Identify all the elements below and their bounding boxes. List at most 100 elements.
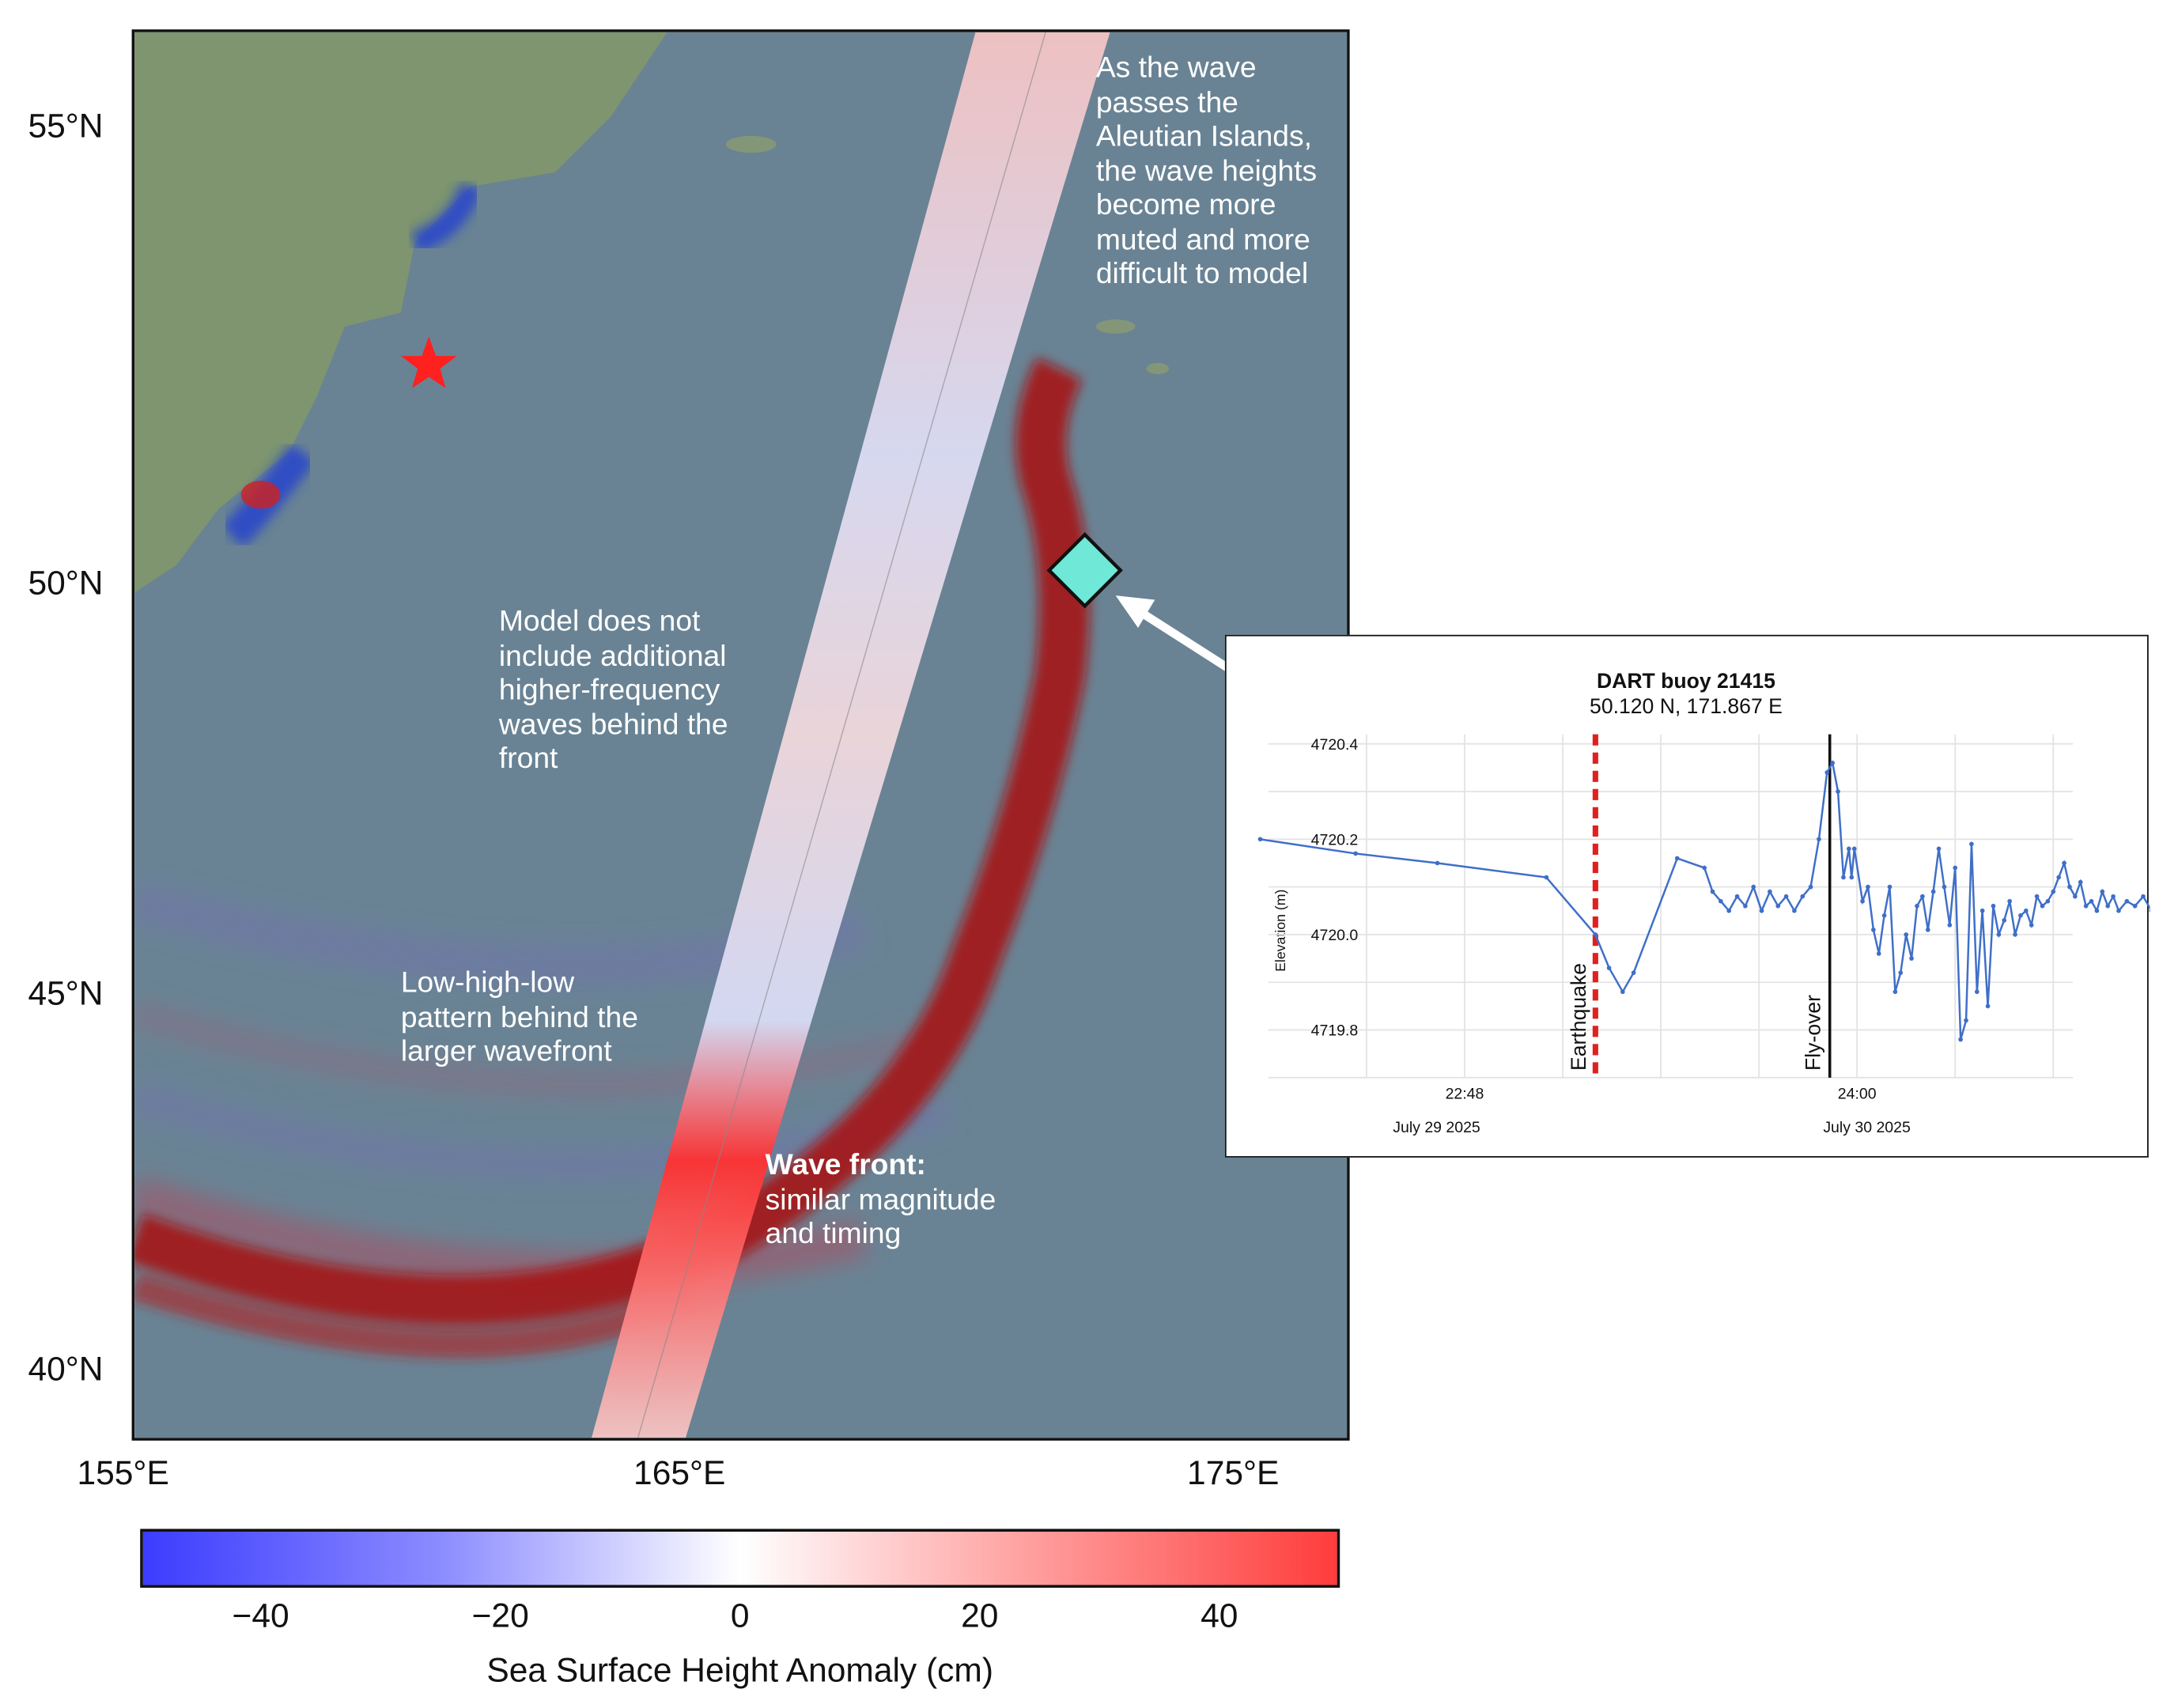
y-tick-label: 4720.0 <box>1311 927 1359 944</box>
colorbar-tick: 0 <box>730 1597 750 1636</box>
elevation-point <box>1851 846 1857 852</box>
elevation-point <box>2045 898 2051 904</box>
elevation-point <box>1953 865 1958 871</box>
elevation-point <box>2002 917 2007 923</box>
elevation-point <box>1942 884 1947 890</box>
elevation-point <box>1936 846 1942 852</box>
elevation-point <box>1817 837 1821 842</box>
elevation-point <box>1824 770 1830 775</box>
elevation-point <box>1353 851 1358 856</box>
epicenter-star <box>400 336 457 388</box>
elevation-point <box>1620 989 1625 995</box>
elevation-point <box>1974 989 1979 995</box>
lat-label-55: 55°N <box>28 108 104 146</box>
buoy-marker <box>1046 532 1123 609</box>
date-label-july30: July 30 2025 <box>1823 1119 1911 1136</box>
elevation-point <box>1674 856 1680 861</box>
elevation-point <box>1887 884 1893 890</box>
annotation-wavefront: Wave front: similar magnitude and timing <box>765 1149 996 1250</box>
lat-label-50: 50°N <box>28 565 104 603</box>
inset-ylabel: Elevation (m) <box>1272 890 1288 972</box>
elevation-point <box>1726 908 1732 913</box>
satellite-swath <box>592 32 1110 1438</box>
elevation-point <box>1257 837 1263 842</box>
elevation-point <box>2100 889 2105 894</box>
elevation-point <box>1710 889 1715 894</box>
elevation-point <box>1734 894 1740 899</box>
lon-label-155: 155°E <box>77 1454 169 1493</box>
elevation-point <box>1743 903 1748 909</box>
elevation-point <box>1775 903 1781 909</box>
elevation-point <box>1925 928 1930 932</box>
elevation-point <box>1930 889 1936 894</box>
elevation-point <box>2051 889 2056 894</box>
kamchatka <box>134 32 667 593</box>
elevation-point <box>2089 898 2094 904</box>
buoy-inset-chart: DART buoy 21415 50.120 N, 171.867 E Elev… <box>1224 634 2150 1158</box>
elevation-point <box>1969 841 1974 847</box>
x-tick-label: 22:48 <box>1446 1085 1484 1102</box>
elevation-point <box>1719 898 1723 904</box>
elevation-point <box>2034 894 2040 899</box>
elevation-point <box>1898 970 1904 975</box>
colorbar-tick: −40 <box>232 1597 289 1636</box>
elevation-point <box>1860 898 1865 904</box>
elevation-point <box>1830 760 1835 765</box>
elevation-point <box>1876 951 1881 956</box>
elevation-point <box>1631 970 1636 975</box>
earthquake-label: Earthquake <box>1567 963 1590 1071</box>
inset-plot: DART buoy 21415 50.120 N, 171.867 E Elev… <box>1257 669 2150 1136</box>
elevation-point <box>1435 860 1440 866</box>
elevation-point <box>2067 884 2072 890</box>
elevation-point <box>1881 913 1887 918</box>
elevation-point <box>1836 789 1840 794</box>
elevation-point <box>2029 923 2034 928</box>
lon-label-165: 165°E <box>633 1454 726 1493</box>
colorbar <box>140 1529 1340 1588</box>
elevation-point <box>1792 908 1797 913</box>
elevation-series-line <box>1260 760 2150 1040</box>
inset-grid <box>1268 734 2074 1079</box>
lon-label-175: 175°E <box>1187 1454 1280 1493</box>
inset-subtitle: 50.120 N, 171.867 E <box>1590 694 1783 718</box>
elevation-point <box>1751 884 1756 890</box>
elevation-point <box>1846 846 1851 852</box>
elevation-point <box>2141 894 2146 899</box>
elevation-point <box>1893 989 1898 995</box>
elevation-point <box>2078 879 2083 885</box>
elevation-point <box>1979 908 1985 913</box>
elevation-point <box>2149 909 2150 913</box>
elevation-point <box>2018 913 2023 918</box>
map-canvas <box>134 32 1348 1438</box>
elevation-point <box>2132 903 2138 909</box>
lat-label-40: 40°N <box>28 1351 104 1389</box>
elevation-point <box>1702 865 1707 871</box>
elevation-point <box>1593 932 1598 937</box>
colorbar-tick: 40 <box>1201 1597 1238 1636</box>
elevation-point <box>1841 875 1846 880</box>
elevation-point <box>2105 903 2111 909</box>
colorbar-tick: −20 <box>471 1597 529 1636</box>
elevation-point <box>1904 932 1909 937</box>
elevation-point <box>1991 903 1996 909</box>
elevation-point <box>1606 965 1612 970</box>
elevation-point <box>2023 908 2029 913</box>
elevation-point <box>1768 889 1772 894</box>
elevation-point <box>2073 894 2078 899</box>
inset-title: DART buoy 21415 <box>1597 669 1775 693</box>
y-tick-label: 4719.8 <box>1311 1022 1359 1040</box>
elevation-point <box>1909 956 1914 961</box>
elevation-point <box>1783 894 1789 899</box>
lat-label-45: 45°N <box>28 975 104 1014</box>
elevation-point <box>2013 932 2017 937</box>
annotation-model: Model does not include additional higher… <box>498 605 728 776</box>
elevation-point <box>2094 908 2100 913</box>
annotation-aleutian: As the wave passes the Aleutian Islands,… <box>1095 51 1318 290</box>
elevation-point <box>1958 1037 1963 1042</box>
elevation-point <box>1996 932 2002 937</box>
elevation-point <box>1544 875 1549 880</box>
elevation-point <box>1920 894 1925 899</box>
elevation-point <box>1759 908 1764 913</box>
elevation-point <box>2056 875 2062 880</box>
y-tick-label: 4720.4 <box>1311 736 1359 754</box>
